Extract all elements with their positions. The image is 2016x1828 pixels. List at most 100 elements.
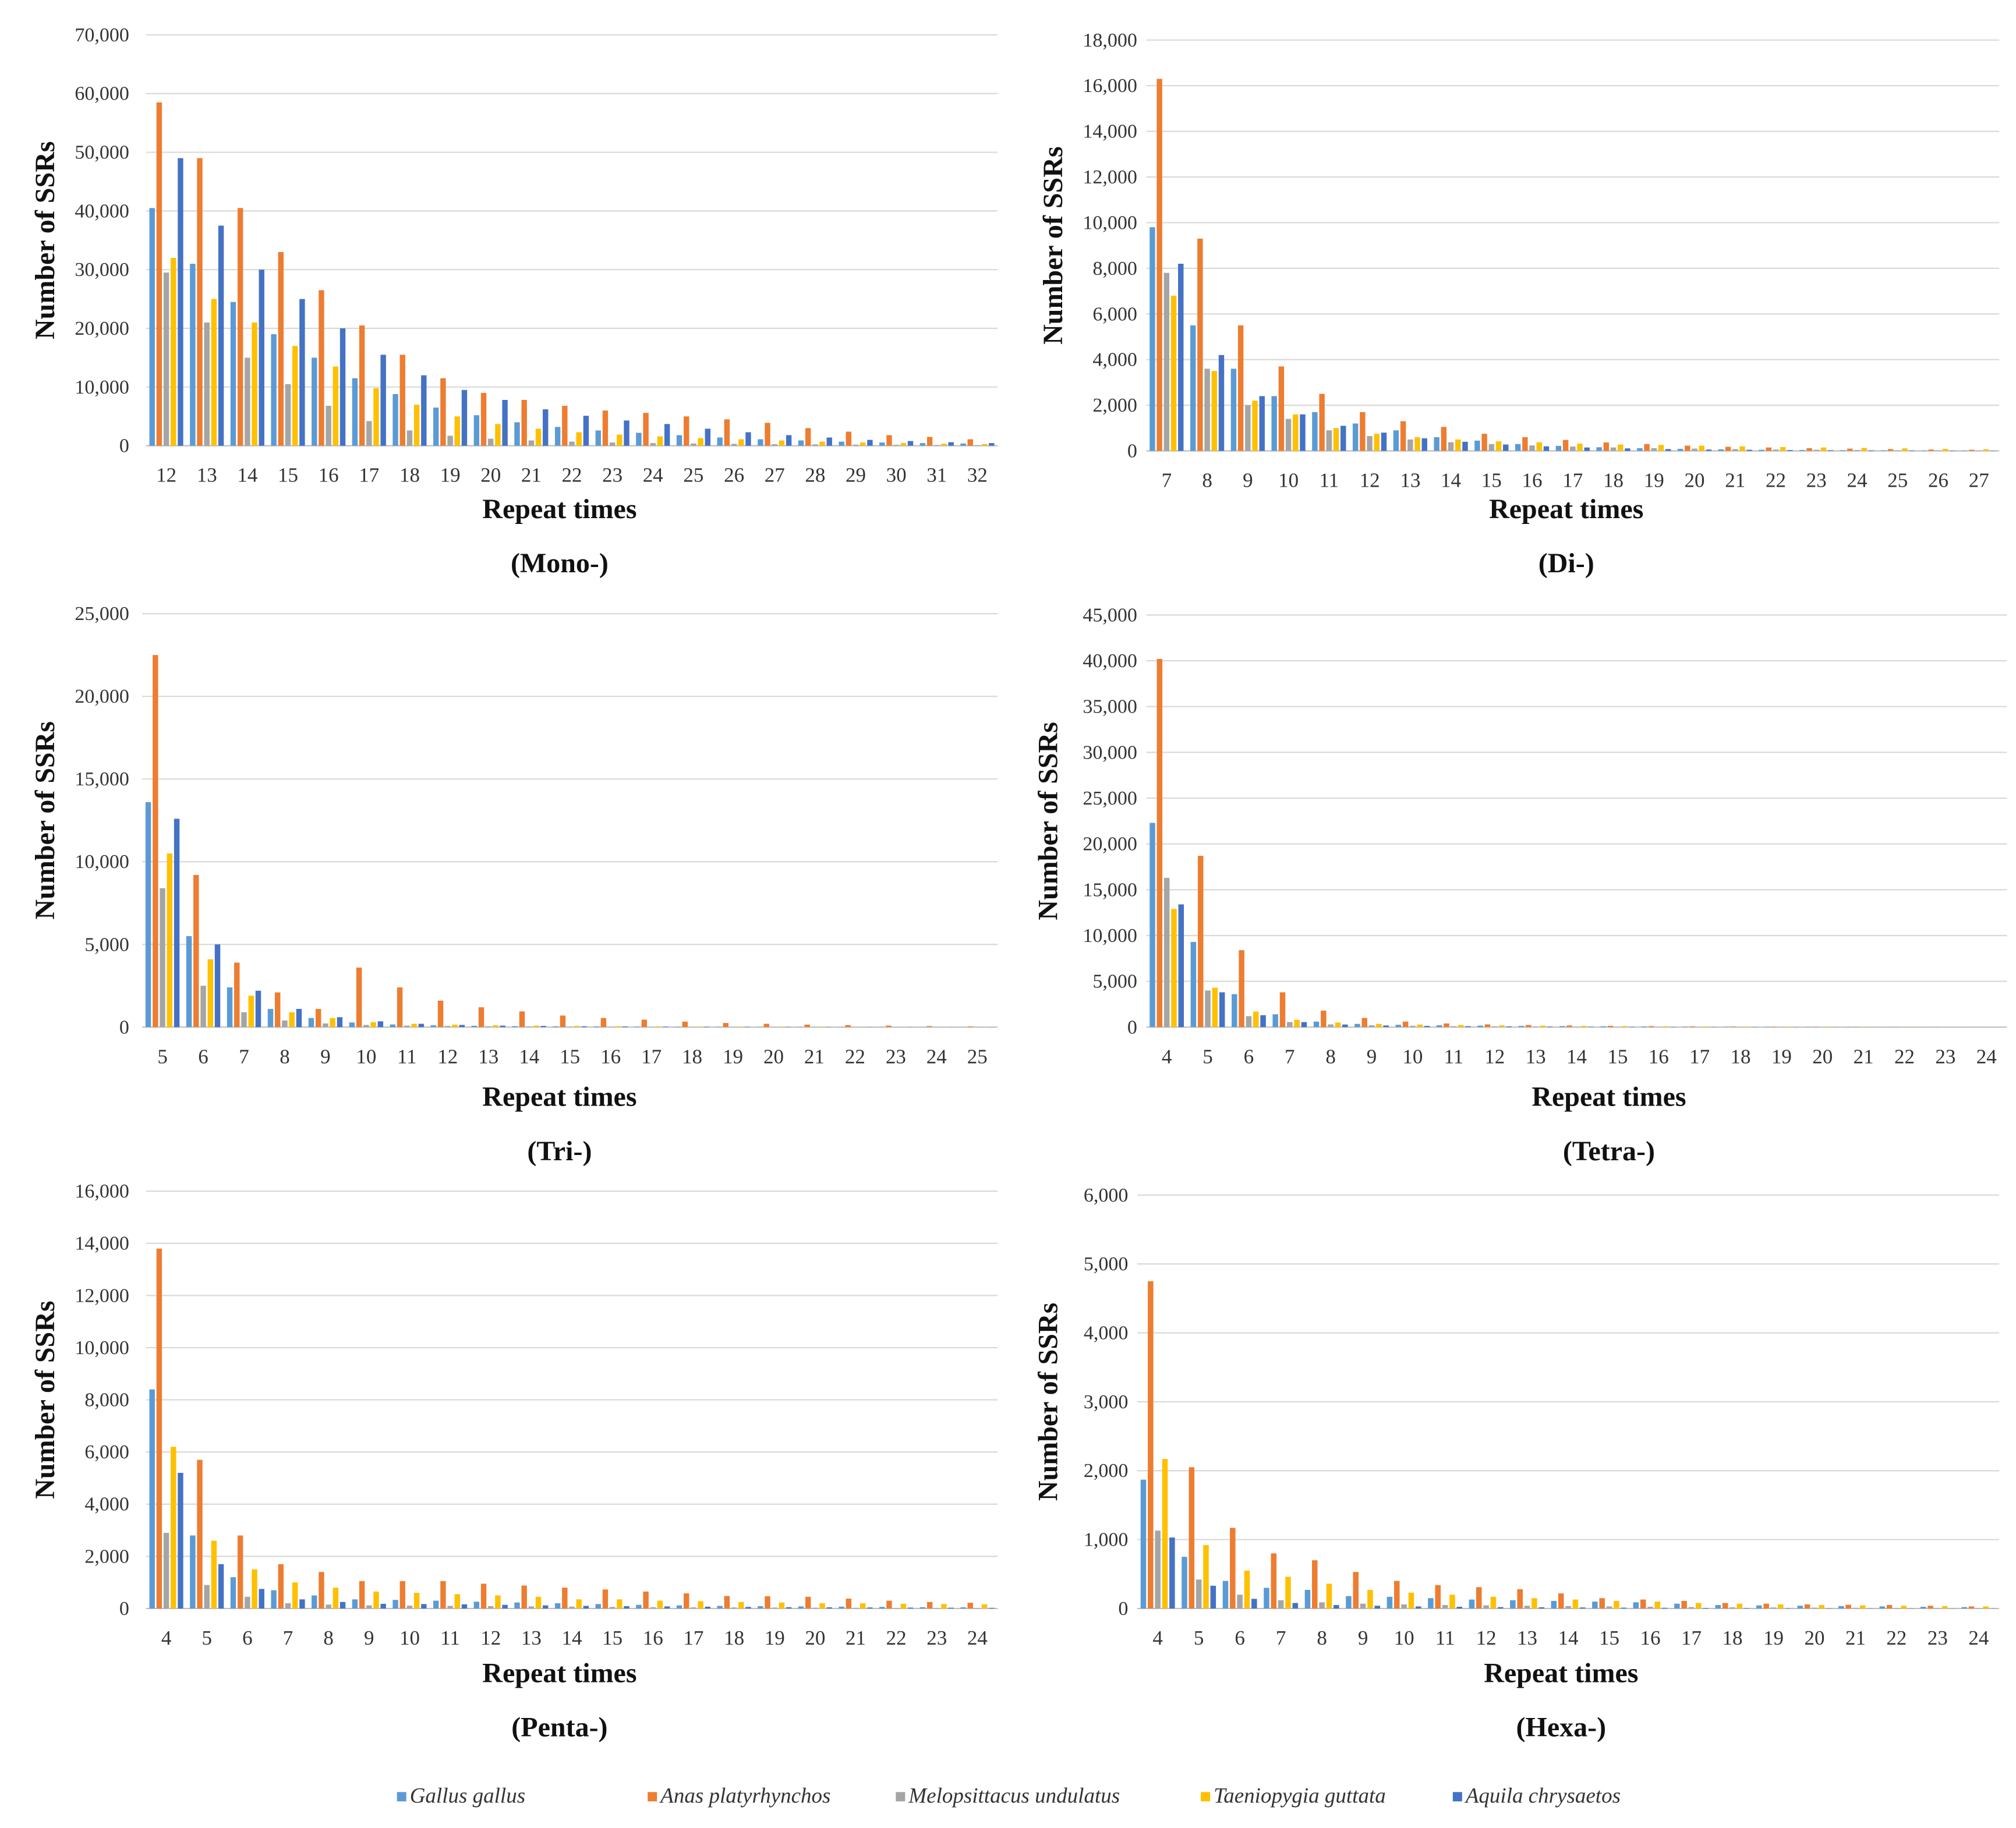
- bar: [167, 853, 173, 1028]
- bar: [1456, 1606, 1463, 1609]
- bar: [981, 1604, 988, 1609]
- bar: [1300, 414, 1306, 451]
- x-tick-label: 21: [1725, 469, 1745, 492]
- bar: [886, 1025, 892, 1028]
- x-tick-label: 23: [926, 1627, 947, 1649]
- bar: [1476, 1587, 1482, 1609]
- bar: [738, 439, 744, 446]
- x-tick-label: 20: [1804, 1627, 1824, 1649]
- y-tick-label: 16,000: [1083, 75, 1137, 97]
- bar: [207, 959, 214, 1028]
- bar: [145, 802, 151, 1028]
- bar: [636, 1604, 642, 1609]
- legend-label: Melopsittacus undulatus: [908, 1784, 1120, 1808]
- bar: [974, 445, 981, 446]
- y-tick-label: 10,000: [1083, 212, 1137, 233]
- bar: [1588, 1026, 1594, 1028]
- bar: [1155, 1531, 1161, 1609]
- bar: [333, 1588, 339, 1609]
- bar: [595, 1604, 601, 1609]
- x-tick-label: 14: [519, 1045, 539, 1068]
- bar: [1661, 1607, 1668, 1609]
- bar: [1484, 1024, 1491, 1028]
- x-tick-label: 5: [157, 1045, 168, 1068]
- bar: [1279, 992, 1286, 1028]
- bar: [1313, 1021, 1320, 1028]
- bar: [1506, 1026, 1512, 1028]
- bar: [1367, 436, 1373, 451]
- bar: [763, 1023, 769, 1028]
- bar: [723, 1023, 728, 1028]
- bar: [698, 438, 703, 446]
- bar: [779, 440, 785, 446]
- bar: [430, 1025, 437, 1028]
- bar: [1681, 1600, 1687, 1609]
- bar: [650, 443, 656, 446]
- bar: [703, 1026, 709, 1028]
- bar: [1312, 412, 1318, 451]
- bar: [1515, 444, 1521, 451]
- bar: [1319, 394, 1325, 451]
- bar: [607, 1026, 614, 1028]
- bar: [190, 1535, 196, 1609]
- bar: [1785, 1026, 1792, 1028]
- bar: [495, 1595, 501, 1609]
- bar: [1573, 1026, 1580, 1028]
- bar: [500, 1025, 505, 1028]
- bar: [1488, 444, 1495, 451]
- bar: [1417, 1024, 1423, 1028]
- x-axis-label: Repeat times: [482, 494, 636, 525]
- x-tick-label: 15: [560, 1045, 580, 1068]
- panel-label: (Di-): [1538, 548, 1594, 579]
- x-tick-label: 20: [1685, 469, 1705, 492]
- bar: [471, 1026, 478, 1028]
- bar: [634, 1026, 640, 1028]
- bar: [1879, 1606, 1886, 1609]
- bar: [1178, 264, 1184, 451]
- bar: [576, 1599, 582, 1609]
- bar: [1555, 445, 1562, 451]
- bar: [1606, 1606, 1612, 1609]
- bar: [1565, 1606, 1571, 1609]
- x-tick-label: 17: [641, 1045, 662, 1068]
- bar: [1969, 449, 1975, 451]
- bar: [919, 1607, 926, 1609]
- bar: [664, 424, 670, 446]
- bar: [1649, 1026, 1654, 1028]
- bar: [1204, 369, 1210, 451]
- bar: [1449, 1595, 1455, 1609]
- bar: [1169, 1537, 1175, 1609]
- x-tick-label: 7: [1276, 1627, 1286, 1649]
- x-tick-label: 14: [1566, 1045, 1587, 1068]
- y-tick-label: 6,000: [1084, 1185, 1129, 1206]
- bar: [1495, 441, 1502, 451]
- bar: [1820, 447, 1827, 451]
- bar: [366, 1605, 372, 1609]
- x-axis-label: Repeat times: [1484, 1657, 1638, 1688]
- bar: [352, 1599, 358, 1609]
- bar: [339, 1602, 346, 1609]
- bar: [271, 1590, 277, 1609]
- bar: [349, 1022, 355, 1028]
- legend-label: Taeniopygia guttata: [1214, 1784, 1386, 1808]
- bar: [204, 1585, 210, 1609]
- bar: [1647, 1606, 1653, 1609]
- bar: [636, 433, 642, 446]
- bar: [1328, 1024, 1334, 1028]
- bar: [245, 357, 250, 446]
- bar: [717, 437, 723, 446]
- bar: [1743, 1608, 1750, 1609]
- x-tick-label: 6: [1244, 1045, 1254, 1068]
- bar: [292, 1582, 298, 1609]
- x-tick-label: 16: [1522, 469, 1543, 492]
- bar: [1395, 1025, 1402, 1028]
- bar: [330, 1018, 335, 1028]
- bar: [1677, 448, 1683, 451]
- y-axis-label: Number of SSRs: [1032, 722, 1063, 920]
- bar: [560, 1015, 566, 1028]
- x-tick-label: 24: [926, 1045, 947, 1068]
- bar: [562, 406, 568, 446]
- y-tick-label: 8,000: [84, 1390, 129, 1411]
- y-tick-label: 5,000: [1092, 971, 1137, 993]
- bar: [1408, 1592, 1414, 1609]
